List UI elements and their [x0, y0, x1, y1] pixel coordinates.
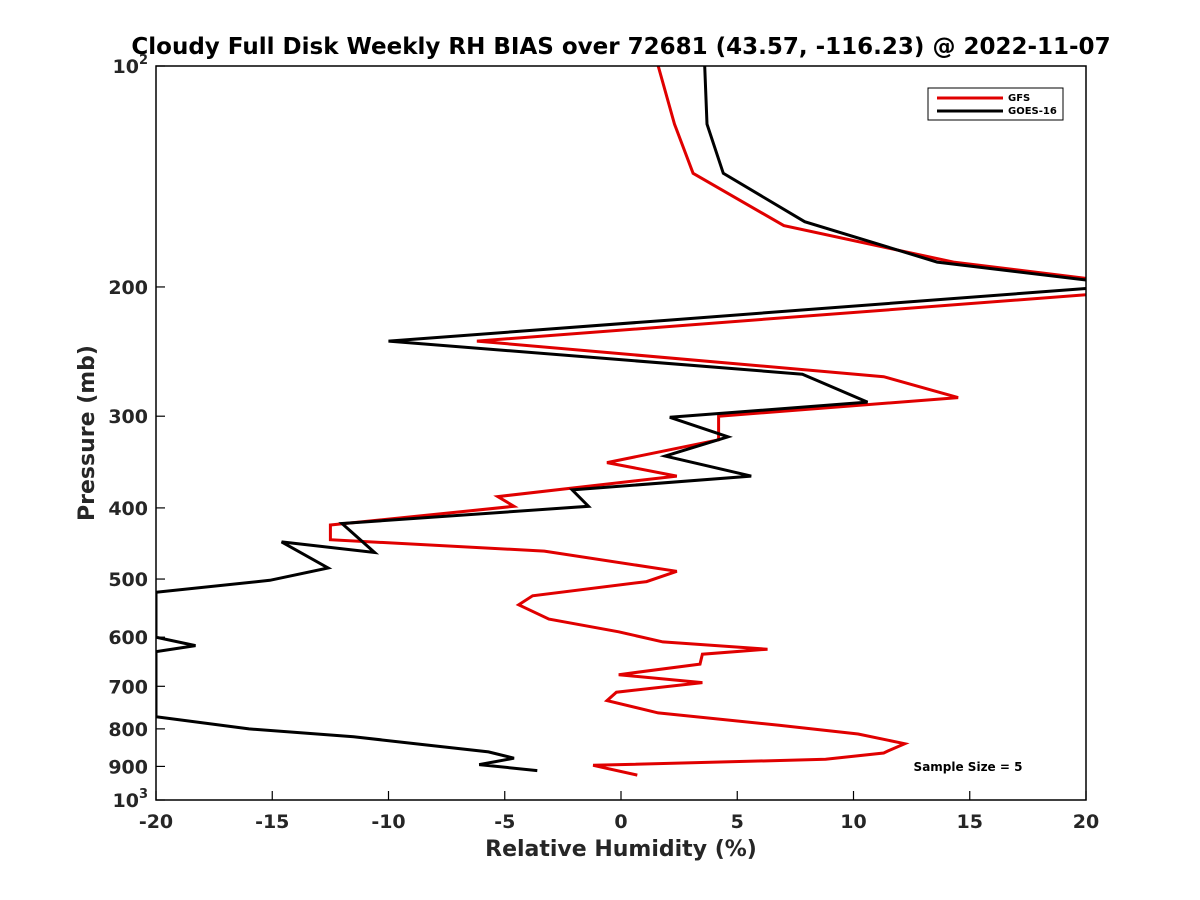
legend-label-gfs: GFS [1008, 93, 1030, 104]
x-tick-label: 20 [1073, 811, 1099, 833]
x-tick-label: -20 [139, 811, 173, 833]
x-tick-label: 15 [957, 811, 983, 833]
x-tick-label: -15 [255, 811, 289, 833]
x-tick-label: 0 [614, 811, 627, 833]
x-tick-label: -10 [371, 811, 405, 833]
y-tick-label: 900 [108, 756, 148, 778]
series-line-goes16 [156, 66, 1086, 773]
x-tick-label: 5 [731, 811, 744, 833]
y-tick-label: 400 [108, 498, 148, 520]
x-tick-label: -5 [494, 811, 515, 833]
y-tick-label: 200 [108, 277, 148, 299]
y-tick-label: 300 [108, 406, 148, 428]
y-tick-label: 600 [108, 627, 148, 649]
y-tick-label: 102 [113, 53, 149, 78]
x-axis: -20 -15 -10 -5 0 5 10 15 20 [139, 791, 1099, 833]
x-axis-label: Relative Humidity (%) [485, 837, 757, 862]
series-line-gfs [328, 66, 1086, 777]
y-tick-label: 103 [113, 787, 149, 812]
legend-box [927, 87, 1064, 121]
y-tick-label: 800 [108, 719, 148, 741]
legend: GFS GOES-16 [927, 87, 1064, 121]
y-tick-label: 500 [108, 569, 148, 591]
chart-title: Cloudy Full Disk Weekly RH BIAS over 726… [131, 34, 1110, 60]
legend-label-goes16: GOES-16 [1008, 106, 1057, 117]
sample-size-annotation: Sample Size = 5 [914, 760, 1023, 774]
y-axis: 102 200 300 400 500 600 700 800 900 103 [108, 53, 165, 812]
x-tick-label: 10 [840, 811, 866, 833]
y-tick-label: 700 [108, 676, 148, 698]
series-layer [156, 66, 1086, 777]
y-axis-label: Pressure (mb) [75, 345, 100, 521]
